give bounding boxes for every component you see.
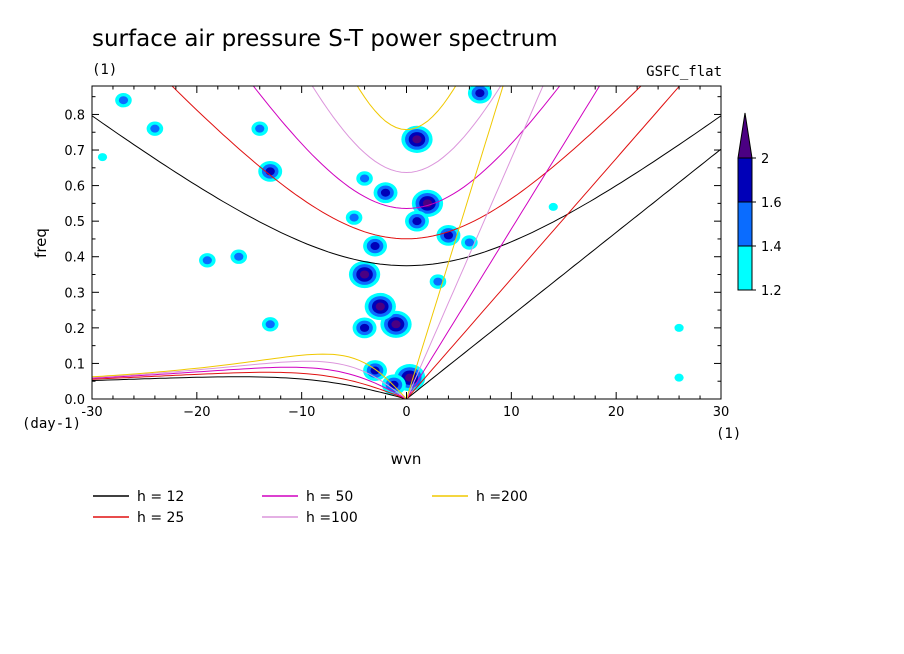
dispersion-gravity-h100: [311, 86, 502, 174]
spectral-blob: [548, 202, 558, 211]
y-tick-label: 0.6: [64, 180, 85, 195]
dispersion-rossby-h200: [92, 353, 407, 399]
colorbar-label: 1.6: [761, 196, 782, 211]
spectral-blob: [412, 135, 422, 144]
spectral-blob: [674, 323, 684, 332]
spectral-blob: [265, 320, 275, 329]
y-axis-units: (day-1): [22, 416, 81, 432]
dispersion-rossby-h12: [92, 376, 407, 399]
spectral-blob: [443, 231, 454, 240]
y-tick-label: 0.4: [64, 251, 85, 266]
spectral-blob: [375, 302, 385, 311]
spectral-blob: [359, 270, 370, 279]
y-tick-label: 0.2: [64, 322, 85, 337]
dispersion-curves: [92, 86, 721, 399]
x-tick-label: -30: [81, 405, 102, 420]
dispersion-rossby-h25: [92, 371, 407, 399]
legend-label: h = 50: [306, 489, 353, 505]
dispersion-kelvin-h50: [406, 86, 601, 399]
spectral-blob: [433, 277, 443, 286]
colorbar-label: 1.4: [761, 240, 782, 255]
spectral-blob: [370, 242, 380, 251]
x-tick-label: −10: [288, 405, 315, 420]
spectral-blob: [422, 199, 433, 208]
spectral-blob: [391, 320, 401, 329]
legend-label: h = 25: [137, 510, 184, 526]
colorbar-top-arrow: [737, 112, 753, 159]
spectral-blob: [412, 217, 422, 226]
colorbar-segment: [737, 245, 753, 291]
spectral-blob: [475, 89, 485, 98]
y-axis-label: freq: [32, 228, 50, 258]
spectral-blob: [150, 124, 160, 133]
y-tick-label: 0.8: [64, 108, 85, 123]
dispersion-gravity-h50: [252, 86, 561, 210]
spectral-blob: [255, 124, 265, 133]
y-tick-label: 0.7: [64, 144, 85, 159]
x-axis-label: wvn: [391, 450, 422, 468]
legend-label: h =200: [476, 489, 528, 505]
dispersion-kelvin-h12: [406, 148, 721, 399]
legend-label: h = 12: [137, 489, 184, 505]
y-tick-label: 0.1: [64, 357, 85, 372]
dispersion-rossby-h50: [92, 366, 407, 399]
legend-label: h =100: [306, 510, 358, 526]
dispersion-kelvin-h100: [406, 86, 544, 399]
spectral-blob: [118, 96, 129, 105]
spectral-blob: [349, 213, 359, 222]
dispersion-gravity-h12: [92, 115, 721, 267]
colorbar-segment: [737, 157, 753, 203]
colorbar-label: 2: [761, 152, 769, 167]
spectral-blob: [202, 256, 212, 265]
model-label: GSFC_flat: [646, 64, 722, 80]
spectral-blob: [464, 238, 474, 247]
x-tick-label: 10: [503, 405, 520, 420]
x-tick-label: 30: [713, 405, 730, 420]
spectral-blob: [370, 366, 380, 375]
axes: -30 −20 −10 0 10 20 30 0.0 0.1 0.2 0.3 0.4 0.5 0.6 0.7…: [64, 86, 729, 420]
spectral-blob: [380, 188, 391, 197]
colorbar-segment: [737, 201, 753, 247]
y-tick-label: 0.5: [64, 215, 85, 230]
legend: h = 12 h = 25 h = 50 h =100 h =200: [93, 489, 528, 526]
spectral-blob: [234, 252, 244, 261]
spectral-blob: [674, 373, 684, 382]
dispersion-kelvin-h200: [406, 86, 504, 399]
colorbar-label: 1.2: [761, 284, 782, 299]
y-tick-label: 0.0: [64, 393, 85, 408]
x-tick-label: 0: [402, 405, 410, 420]
dispersion-rossby-h100: [92, 360, 407, 399]
x-axis-units: (1): [716, 426, 741, 442]
chart-title: surface air pressure S-T power spectrum: [92, 26, 558, 52]
dispersion-gravity-h200: [356, 86, 457, 131]
dispersion-gravity-h25: [171, 86, 642, 240]
x-tick-label: −20: [183, 405, 210, 420]
spectral-blob: [359, 323, 370, 332]
title-units: (1): [92, 62, 117, 78]
spectral-blob: [265, 167, 275, 176]
spectral-blob: [97, 153, 108, 162]
dispersion-kelvin-h25: [406, 86, 681, 399]
y-tick-label: 0.3: [64, 286, 85, 301]
spectral-blob: [359, 174, 370, 183]
x-tick-label: 20: [608, 405, 625, 420]
colorbar: 1.2 1.4 1.6 2: [737, 112, 782, 299]
